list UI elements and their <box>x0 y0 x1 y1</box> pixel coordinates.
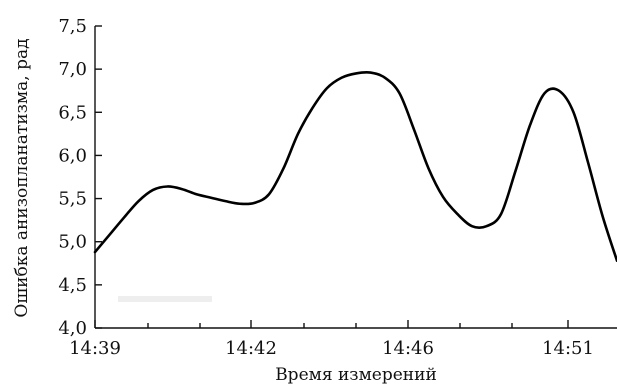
y-tick-label: 6,5 <box>58 102 87 123</box>
x-ticks: 14:39 14:42 14:46 14:51 <box>69 320 594 359</box>
x-axis-title: Время измерений <box>275 365 437 385</box>
x-axis: 14:39 14:42 14:46 14:51 <box>69 320 617 359</box>
y-tick-label: 5,5 <box>58 189 87 210</box>
y-axis: 4,0 4,5 5,0 5,5 6,0 6,5 7,0 7,5 <box>58 16 102 339</box>
x-tick-label: 14:46 <box>382 338 434 359</box>
y-tick-label: 4,5 <box>58 275 87 296</box>
x-tick-label: 14:42 <box>225 338 277 359</box>
series-group <box>93 71 617 262</box>
y-ticks: 4,0 4,5 5,0 5,5 6,0 6,5 7,0 7,5 <box>58 16 102 339</box>
background-artifact <box>118 296 212 302</box>
y-axis-title: Ошибка анизопланатизма, рад <box>12 38 32 317</box>
x-tick-label: 14:51 <box>542 338 594 359</box>
y-tick-label: 4,0 <box>58 318 87 339</box>
series-line <box>93 71 617 262</box>
y-tick-label: 7,5 <box>58 16 87 37</box>
y-tick-label: 6,0 <box>58 145 87 166</box>
x-tick-label: 14:39 <box>69 338 121 359</box>
y-tick-label: 5,0 <box>58 232 87 253</box>
y-tick-label: 7,0 <box>58 59 87 80</box>
